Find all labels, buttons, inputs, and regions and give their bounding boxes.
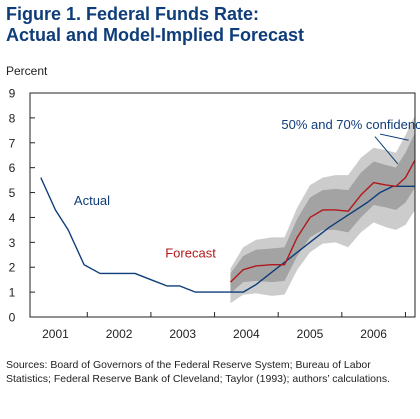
- series-lines: [40, 159, 416, 293]
- x-tick-label: 2006: [360, 327, 387, 341]
- series-line-actual: [40, 177, 415, 293]
- confidence-bands-label: 50% and 70% confidence bands: [281, 117, 420, 132]
- x-tick-label: 2001: [42, 327, 69, 341]
- y-tick-label: 0: [9, 311, 16, 325]
- plot-frame: [29, 92, 416, 318]
- band-70-leader-line: [379, 133, 409, 141]
- x-tick-label: 2002: [106, 327, 133, 341]
- axes: 0 1 2 3 4 5 6 7 8 9 2001 2002 2003 2004 2005 2006: [9, 87, 416, 341]
- y-axis-label: Percent: [6, 64, 48, 78]
- sources-note: Sources: Board of Governors of the Feder…: [6, 359, 391, 385]
- x-tick-label: 2003: [169, 327, 196, 341]
- band-50-leader-line: [374, 136, 399, 165]
- title-line-1: Figure 1. Federal Funds Rate:: [6, 4, 260, 24]
- chart-title: Figure 1. Federal Funds Rate: Actual and…: [6, 4, 304, 46]
- title-line-2: Actual and Model-Implied Forecast: [6, 25, 305, 45]
- y-tick-label: 9: [9, 87, 16, 101]
- y-tick-label: 6: [9, 161, 16, 175]
- confidence-band-50pct: [230, 132, 415, 294]
- y-tick-label: 7: [9, 136, 16, 150]
- series-line-forecast: [229, 159, 416, 283]
- actual-label: Actual: [74, 193, 110, 208]
- y-tick-label: 4: [9, 211, 16, 225]
- x-tick-label: 2004: [233, 327, 260, 341]
- chart-canvas: 0 1 2 3 4 5 6 7 8 9 2001 2002 2003 2004 2005 2006 Actua…: [9, 87, 420, 342]
- y-tick-label: 8: [9, 111, 16, 125]
- y-tick-label: 5: [9, 186, 16, 200]
- y-tick-label: 2: [9, 261, 16, 275]
- y-tick-label: 1: [9, 286, 16, 300]
- x-tick-label: 2005: [297, 327, 324, 341]
- y-tick-label: 3: [9, 236, 16, 250]
- annotations: Actual Forecast 50% and 70% confidence ban…: [74, 117, 420, 260]
- forecast-label: Forecast: [165, 245, 216, 260]
